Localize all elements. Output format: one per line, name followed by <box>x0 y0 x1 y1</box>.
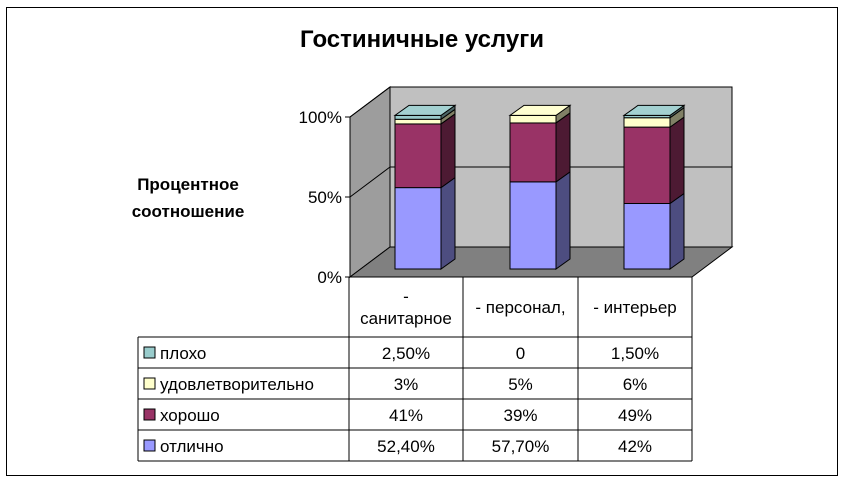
bar-top <box>393 104 457 116</box>
data-label: 5% <box>508 375 533 394</box>
bar-segment <box>623 203 671 270</box>
bar-segment <box>394 123 442 189</box>
data-label: 0 <box>516 344 525 363</box>
chart-title: Гостиничные услуги <box>300 26 544 53</box>
y-axis-label-line-2: соотношение <box>132 202 245 221</box>
data-label: 3% <box>394 375 419 394</box>
bar-stack <box>622 104 686 270</box>
bar-segment-side <box>440 112 456 189</box>
bar-top <box>508 104 572 116</box>
legend-swatch <box>143 439 156 452</box>
legend-entry: отлично <box>160 437 224 456</box>
bar-stack <box>393 104 457 270</box>
data-table: - санитарное - персонал, - интерьер плохо 2,5… <box>137 277 693 462</box>
data-label: 41% <box>389 406 423 425</box>
bar-segment <box>509 114 557 124</box>
legend-entry: удовлетворительно <box>160 375 314 394</box>
bar-segment <box>623 117 671 128</box>
bar-segment-side <box>555 111 571 183</box>
category-label: санитарное <box>360 309 452 328</box>
bar-segment <box>623 126 671 205</box>
data-label: 57,70% <box>492 437 550 456</box>
data-label: 42% <box>618 437 652 456</box>
data-label: 52,40% <box>377 437 435 456</box>
bar-segment <box>509 181 557 270</box>
data-label: 49% <box>618 406 652 425</box>
bar-stack <box>508 104 572 270</box>
bar-segment <box>394 187 442 270</box>
bar-segment-side <box>669 192 685 270</box>
data-label: 2,50% <box>382 344 430 363</box>
bar-segment <box>509 122 557 183</box>
legend-entry: хорошо <box>160 406 220 425</box>
category-label: - персонал, <box>475 298 565 317</box>
plot-area: 100% 50% 0% <box>299 86 734 287</box>
data-label: 1,50% <box>611 344 659 363</box>
bar-top <box>622 104 686 116</box>
grid-line-side <box>349 86 391 118</box>
y-tick-label: 50% <box>308 188 342 207</box>
data-label: 6% <box>623 375 648 394</box>
data-label: 39% <box>503 406 537 425</box>
grid-line-side <box>349 166 391 198</box>
y-tick-label: 0% <box>317 268 342 287</box>
legend-swatch <box>143 377 156 390</box>
bar-segment-side <box>555 170 571 270</box>
legend-entry: плохо <box>160 344 206 363</box>
bar-segment-side <box>440 176 456 270</box>
legend-swatch <box>143 408 156 421</box>
y-axis-label-line-1: Процентное <box>137 175 239 194</box>
bar-segment-side <box>669 116 685 205</box>
y-tick-label: 100% <box>299 108 342 127</box>
bar-segment <box>394 118 442 125</box>
bar-segment <box>394 114 442 120</box>
legend-swatch <box>143 346 156 359</box>
category-label: - интерьер <box>593 298 677 317</box>
category-label: - <box>403 287 409 306</box>
